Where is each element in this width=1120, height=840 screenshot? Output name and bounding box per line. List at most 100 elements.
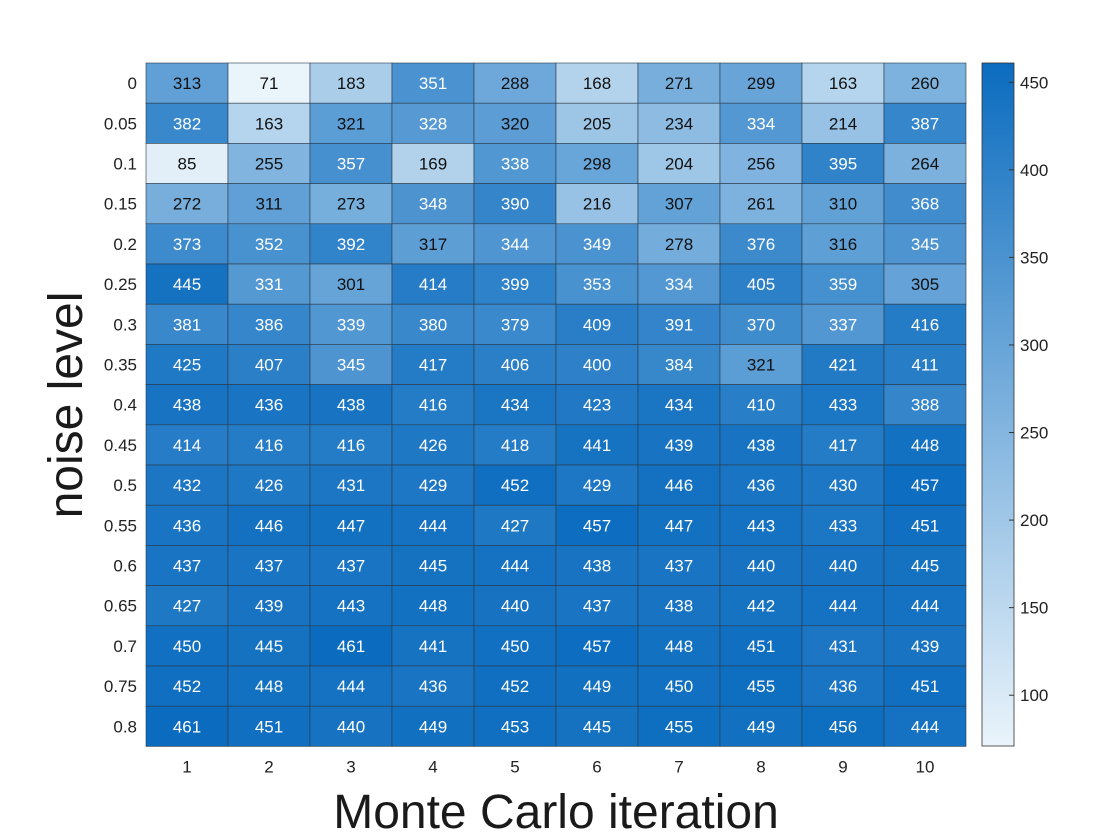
heatmap-cell (637, 665, 721, 707)
heatmap-cell (719, 665, 803, 707)
x-tick-label: 3 (346, 757, 355, 776)
heatmap-cell (555, 424, 639, 466)
cell-value-label: 439 (665, 436, 693, 455)
colorbar-tick-label: 450 (1020, 73, 1048, 92)
x-tick-label: 9 (838, 757, 847, 776)
cell-value-label: 255 (255, 155, 283, 174)
cell-value-label: 436 (173, 516, 201, 535)
heatmap-cell (309, 344, 393, 385)
heatmap-cell (391, 344, 475, 385)
heatmap-cell (637, 545, 721, 586)
cell-value-label: 169 (419, 155, 447, 174)
cell-value-label: 338 (501, 155, 529, 174)
cell-value-label: 444 (337, 677, 365, 696)
heatmap-cell (719, 625, 803, 667)
x-tick-label: 5 (510, 757, 519, 776)
heatmap-cell (801, 625, 885, 667)
cell-value-label: 386 (255, 315, 283, 334)
cell-value-label: 440 (747, 557, 775, 576)
heatmap-cell (227, 223, 311, 265)
cell-value-label: 437 (665, 557, 693, 576)
cell-value-label: 452 (501, 476, 529, 495)
heatmap-cell (555, 625, 639, 667)
cell-value-label: 387 (911, 114, 939, 133)
cell-value-label: 434 (665, 396, 693, 415)
cell-value-label: 445 (419, 557, 447, 576)
heatmap-cell (145, 143, 229, 184)
y-tick-label: 0.8 (113, 717, 137, 736)
y-tick-labels: 0 0.05 0.1 0.15 0.2 0.25 0.3 0.35 0.4 0.45 0.5 0.55… (104, 74, 137, 736)
heatmap-cell (473, 585, 557, 627)
heatmap-cell (145, 263, 229, 305)
cell-value-label: 444 (829, 597, 857, 616)
heatmap-cell (473, 464, 557, 506)
heatmap-cell (145, 665, 229, 707)
cell-value-label: 305 (911, 275, 939, 294)
cell-value-label: 349 (583, 235, 611, 254)
x-tick-label: 6 (592, 757, 601, 776)
cell-value-label: 381 (173, 315, 201, 334)
x-axis-title: Monte Carlo iteration (333, 786, 779, 839)
cell-value-label: 317 (419, 235, 447, 254)
heatmap-cell (883, 705, 967, 747)
heatmap-cell (555, 223, 639, 265)
x-tick-label: 1 (182, 757, 191, 776)
cell-value-label: 438 (583, 557, 611, 576)
heatmap-cell (473, 62, 557, 104)
y-tick-label: 0.05 (104, 114, 137, 133)
heatmap-cell (555, 183, 639, 225)
cell-value-label: 423 (583, 396, 611, 415)
cell-value-label: 328 (419, 114, 447, 133)
cell-value-label: 437 (337, 557, 365, 576)
cell-value-label: 445 (173, 275, 201, 294)
heatmap-cell (145, 424, 229, 466)
cell-value-label: 379 (501, 315, 529, 334)
heatmap-cell (309, 62, 393, 104)
heatmap-cell (473, 223, 557, 265)
cell-value-label: 163 (829, 74, 857, 93)
cell-value-label: 376 (747, 235, 775, 254)
heatmap-cell (227, 344, 311, 385)
cell-value-label: 204 (665, 155, 693, 174)
cell-value-label: 453 (501, 717, 529, 736)
heatmap-cell (637, 344, 721, 385)
cell-value-label: 373 (173, 235, 201, 254)
colorbar-tick-label: 300 (1020, 336, 1048, 355)
heatmap-cell (227, 424, 311, 466)
cell-value-label: 461 (337, 637, 365, 656)
heatmap-cell (801, 585, 885, 627)
heatmap-cell (227, 625, 311, 667)
cell-value-label: 400 (583, 356, 611, 375)
heatmap-cell (391, 384, 475, 426)
heatmap-cell (719, 303, 803, 345)
y-tick-label: 0.7 (113, 637, 137, 656)
cell-value-label: 455 (665, 717, 693, 736)
cell-value-label: 445 (583, 717, 611, 736)
heatmap-cell (391, 585, 475, 627)
heatmap-cell (719, 464, 803, 506)
heatmap-cell (637, 705, 721, 747)
cell-value-label: 310 (829, 195, 857, 214)
cell-value-label: 307 (665, 195, 693, 214)
heatmap-cell (473, 183, 557, 225)
cell-value-label: 456 (829, 717, 857, 736)
cell-value-label: 427 (501, 516, 529, 535)
cell-value-label: 433 (829, 516, 857, 535)
cell-value-label: 444 (419, 516, 447, 535)
cell-value-label: 359 (829, 275, 857, 294)
heatmap-cell (473, 263, 557, 305)
cell-value-label: 370 (747, 315, 775, 334)
heatmap-cell (637, 464, 721, 506)
cell-value-label: 445 (255, 637, 283, 656)
cell-value-label: 439 (255, 597, 283, 616)
heatmap-cell (227, 143, 311, 184)
cell-value-label: 272 (173, 195, 201, 214)
cell-value-label: 448 (911, 436, 939, 455)
y-tick-label: 0.55 (104, 516, 137, 535)
y-tick-label: 0.1 (113, 155, 137, 174)
heatmap-cell (555, 545, 639, 586)
heatmap-cell (391, 705, 475, 747)
cell-value-label: 214 (829, 114, 857, 133)
cell-value-label: 444 (911, 717, 939, 736)
heatmap-cell (227, 665, 311, 707)
